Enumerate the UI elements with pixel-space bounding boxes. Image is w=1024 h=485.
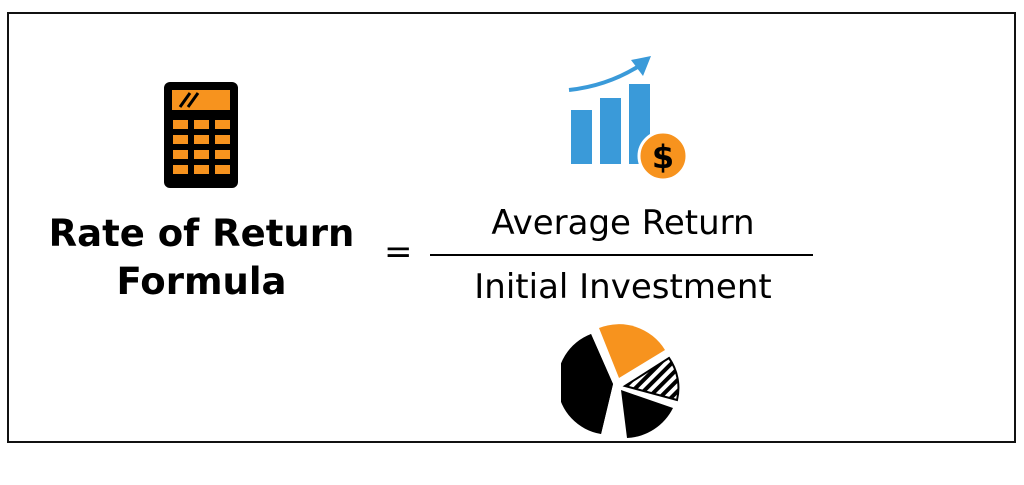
formula-title: Rate of Return Formula xyxy=(29,210,374,306)
equals-sign: = xyxy=(384,232,413,272)
calculator-icon xyxy=(164,82,238,188)
formula-title-line-1: Rate of Return xyxy=(48,212,355,255)
bar-chart-growth-dollar-icon: $ xyxy=(568,56,689,180)
formula-numerator: Average Return xyxy=(491,203,755,243)
pie-chart-icon xyxy=(561,324,680,438)
infographic-frame: Rate of Return Formula = Average Return … xyxy=(7,12,1016,443)
fraction-line xyxy=(430,254,813,256)
formula-title-line-2: Formula xyxy=(116,260,287,303)
formula-denominator: Initial Investment xyxy=(474,267,772,307)
dollar-sign: $ xyxy=(652,138,674,176)
